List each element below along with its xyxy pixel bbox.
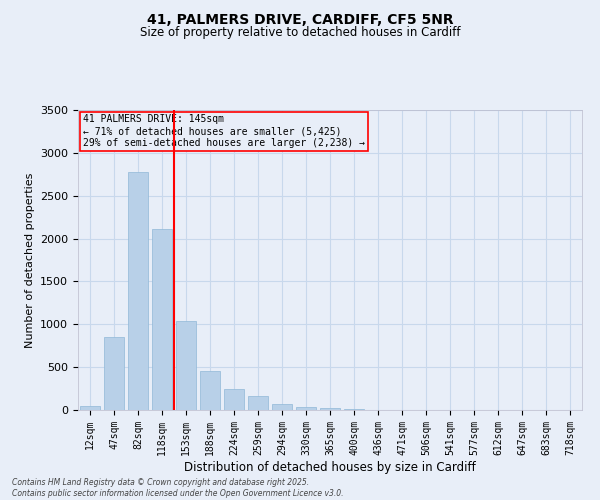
Bar — [344, 409, 364, 410]
Bar — [104, 337, 124, 410]
Text: Contains HM Land Registry data © Crown copyright and database right 2025.
Contai: Contains HM Land Registry data © Crown c… — [12, 478, 343, 498]
Bar — [128, 172, 148, 410]
Bar — [224, 388, 244, 410]
Bar — [152, 229, 172, 410]
Bar — [248, 396, 268, 410]
Bar — [272, 404, 292, 410]
Bar — [200, 372, 220, 410]
Y-axis label: Number of detached properties: Number of detached properties — [25, 172, 35, 348]
Bar — [320, 408, 340, 410]
Bar — [176, 321, 196, 410]
Text: 41 PALMERS DRIVE: 145sqm
← 71% of detached houses are smaller (5,425)
29% of sem: 41 PALMERS DRIVE: 145sqm ← 71% of detach… — [83, 114, 365, 148]
Text: Size of property relative to detached houses in Cardiff: Size of property relative to detached ho… — [140, 26, 460, 39]
Text: 41, PALMERS DRIVE, CARDIFF, CF5 5NR: 41, PALMERS DRIVE, CARDIFF, CF5 5NR — [146, 12, 454, 26]
X-axis label: Distribution of detached houses by size in Cardiff: Distribution of detached houses by size … — [184, 460, 476, 473]
Bar — [80, 406, 100, 410]
Bar — [296, 406, 316, 410]
